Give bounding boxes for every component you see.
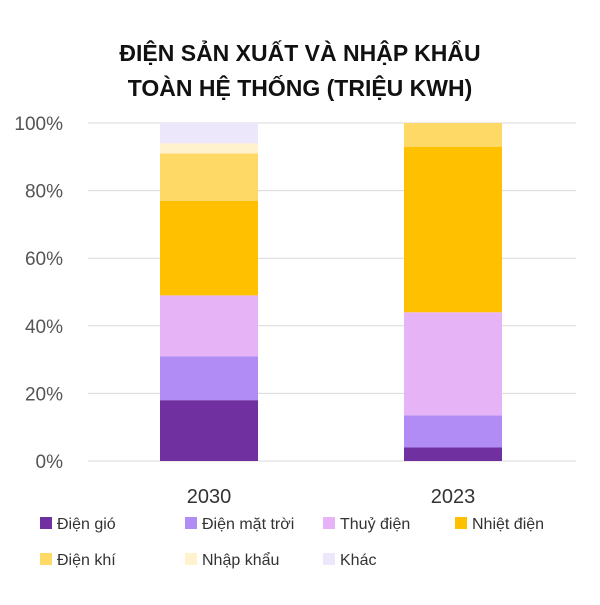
- legend-swatch: [40, 553, 52, 565]
- chart-title-line-1: ĐIỆN SẢN XUẤT VÀ NHẬP KHẨU: [119, 38, 480, 66]
- legend-label: Thuỷ điện: [340, 516, 410, 533]
- legend-label: Nhiệt điện: [472, 516, 544, 533]
- y-tick-label: 80%: [25, 182, 63, 203]
- bar-segment: [160, 295, 258, 357]
- legend-swatch: [185, 517, 197, 529]
- legend-label: Điện khí: [57, 552, 116, 569]
- x-category-label: 2030: [187, 486, 232, 508]
- legend-swatch: [455, 517, 467, 529]
- legend-swatch: [185, 553, 197, 565]
- legend-swatch: [323, 517, 335, 529]
- legend: Điện gió Điện mặt trời Thuỷ điện Nhiệt điện…: [40, 516, 544, 569]
- bar-segment: [404, 312, 502, 416]
- legend-label: Điện gió: [57, 516, 116, 533]
- y-tick-label: 100%: [14, 114, 63, 135]
- bar-segment: [160, 143, 258, 154]
- bar-segment: [160, 400, 258, 461]
- legend-swatch: [40, 517, 52, 529]
- bar-segment: [160, 153, 258, 201]
- y-tick-label: 20%: [25, 384, 63, 405]
- bar-segment: [404, 447, 502, 461]
- legend-label: Điện mặt trời: [202, 516, 294, 533]
- bars: [160, 123, 502, 461]
- x-axis-category-labels: 2030 2023: [187, 486, 476, 508]
- bar-segment: [160, 200, 258, 296]
- y-axis-tick-labels: 0% 20% 40% 60% 80% 100%: [14, 114, 63, 473]
- legend-label: Khác: [340, 552, 376, 569]
- bar-segment: [404, 146, 502, 313]
- x-category-label: 2023: [431, 486, 476, 508]
- bar-segment: [404, 415, 502, 448]
- chart-title-line-2: TOÀN HỆ THỐNG (TRIỆU KWH): [128, 74, 473, 101]
- y-tick-label: 40%: [25, 317, 63, 338]
- bar-segment: [160, 123, 258, 144]
- y-tick-label: 0%: [36, 452, 64, 473]
- legend-swatch: [323, 553, 335, 565]
- bar-segment: [160, 356, 258, 401]
- y-tick-label: 60%: [25, 249, 63, 270]
- chart-title: ĐIỆN SẢN XUẤT VÀ NHẬP KHẨU TOÀN HỆ THỐNG…: [119, 38, 480, 101]
- legend-label: Nhập khẩu: [202, 551, 279, 569]
- bar-segment: [404, 123, 502, 147]
